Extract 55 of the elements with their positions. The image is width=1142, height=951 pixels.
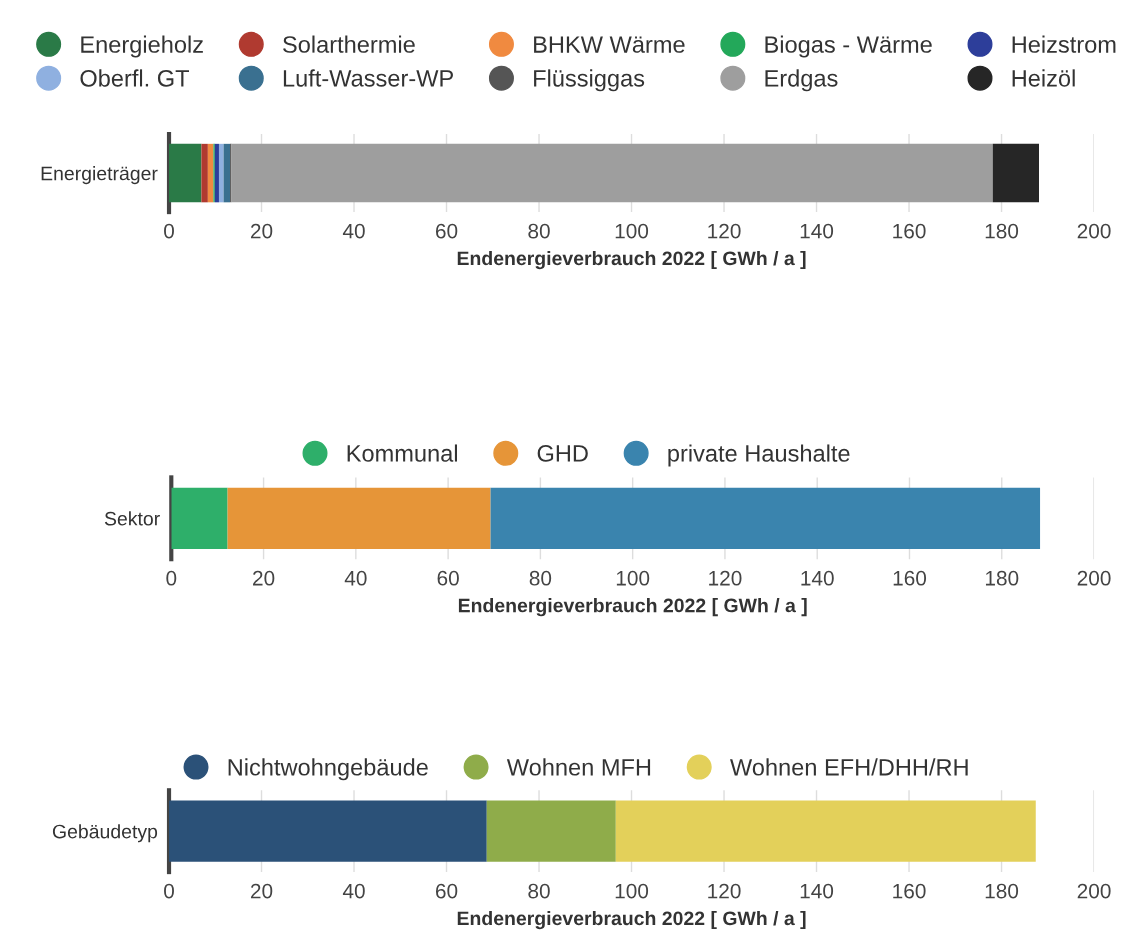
x-tick-label: 40: [342, 223, 365, 239]
x-tick-label: 20: [253, 570, 275, 586]
x-tick-label: 80: [528, 223, 550, 239]
x-tick-label: 140: [800, 223, 834, 239]
y-tick-label: Energieträger: [41, 166, 158, 185]
x-tick-label: 160: [893, 883, 926, 899]
x-tick-label: 180: [985, 883, 1019, 899]
legend-label: BHKW Wärme: [534, 36, 685, 53]
legend-label: Flüssiggas: [534, 69, 645, 92]
legend-label: Luft-Wasser-WP: [283, 69, 453, 87]
x-tick-label: 160: [893, 223, 926, 239]
x-tick-label: 0: [164, 883, 174, 899]
x-tick-label: 160: [893, 570, 927, 586]
x-tick-label: 40: [342, 883, 365, 899]
x-tick-label: 120: [708, 223, 741, 239]
x-tick-label: 60: [437, 570, 459, 586]
x-axis-title: Endenergieverbrauch 2022 [ GWh / a ]: [457, 250, 806, 270]
x-tick-label: 100: [615, 223, 649, 239]
x-axis-title: Endenergieverbrauch 2022 [ GWh / a ]: [458, 598, 807, 617]
x-tick-label: 140: [800, 883, 834, 899]
y-tick-label: Gebäudetyp: [52, 824, 158, 843]
x-tick-label: 40: [344, 570, 367, 586]
legend-label: private Haushalte: [668, 444, 850, 467]
x-tick-label: 200: [1077, 883, 1111, 899]
legend-label: GHD: [537, 445, 588, 462]
x-tick-label: 200: [1077, 223, 1111, 239]
legend-label: Biogas - Wärme: [765, 35, 932, 58]
x-tick-label: 20: [250, 883, 273, 899]
x-axis-title: Endenergieverbrauch 2022 [ GWh / a ]: [457, 910, 806, 930]
x-tick-label: 120: [709, 570, 742, 586]
x-tick-label: 100: [616, 570, 650, 586]
legend-label: Nichtwohngebäude: [228, 758, 428, 781]
x-tick-label: 60: [435, 223, 458, 239]
x-tick-label: 180: [985, 223, 1019, 239]
x-tick-label: 100: [615, 883, 649, 899]
legend-label: Erdgas: [765, 69, 838, 92]
x-tick-label: 80: [528, 883, 550, 899]
x-tick-label: 20: [250, 223, 273, 239]
legend-label: Oberfl. GT: [80, 69, 190, 87]
legend-label: Kommunal: [347, 444, 457, 462]
y-tick-label: Sektor: [104, 511, 160, 526]
x-tick-label: 180: [985, 570, 1019, 586]
x-tick-label: 200: [1077, 570, 1111, 586]
x-tick-label: 0: [166, 570, 177, 586]
x-tick-label: 120: [708, 883, 741, 899]
x-tick-label: 140: [801, 570, 834, 586]
legend-label: Heizöl: [1012, 69, 1075, 87]
legend-label: Wohnen EFH/DHH/RH: [730, 758, 968, 776]
legend-label: Solarthermie: [283, 35, 415, 53]
x-tick-label: 0: [164, 223, 174, 239]
x-tick-label: 60: [435, 883, 458, 899]
legend-label: Energieholz: [81, 35, 203, 58]
legend-label: Heizstrom: [1012, 35, 1116, 53]
legend-label: Wohnen MFH: [506, 758, 651, 776]
x-tick-label: 80: [529, 570, 552, 586]
